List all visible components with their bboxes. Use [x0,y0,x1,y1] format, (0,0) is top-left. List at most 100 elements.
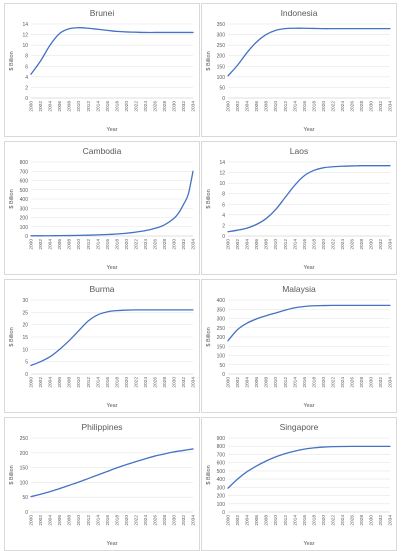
x-tick-label: 2034 [388,515,394,526]
y-tick-label: 20 [22,323,28,329]
chart-panel-malaysia: Malaysia 0 50 100 150 200 250 300 350 400 2000 2002… [201,279,397,413]
y-tick-label: 400 [217,477,226,483]
y-tick-label: 15 [22,335,28,341]
y-tick-label: 0 [222,234,225,240]
x-tick-label: 2022 [133,101,139,112]
x-tick-label: 2032 [378,515,384,526]
x-tick-label: 2034 [191,101,197,112]
x-tick-label: 2008 [264,239,270,250]
chart-title: Cambodia [83,146,122,156]
x-tick-label: 2014 [292,515,298,526]
y-tick-label: 0 [222,372,225,378]
y-tick-label: 0 [222,510,225,516]
x-tick-label: 2016 [302,239,308,250]
x-tick-label: 2010 [273,239,279,250]
y-axis-label: $ Billion [9,327,15,346]
x-tick-label: 2010 [273,101,279,112]
x-tick-label: 2002 [235,377,241,388]
y-tick-label: 700 [20,169,29,175]
x-tick-label: 2010 [76,101,82,112]
y-tick-label: 200 [20,216,29,222]
x-tick-label: 2030 [369,101,375,112]
y-tick-label: 350 [217,307,226,313]
x-tick-label: 2026 [349,515,355,526]
x-tick-label: 2018 [114,101,120,112]
chart-panel-indonesia: Indonesia 0 50 100 150 200 250 300 350 2000 2002 20… [201,3,397,137]
x-tick-label: 2028 [162,101,168,112]
x-tick-label: 2008 [264,515,270,526]
y-tick-label: 12 [22,33,28,39]
x-tick-label: 2032 [378,377,384,388]
x-tick-label: 2024 [143,515,149,526]
y-tick-label: 300 [20,206,29,212]
x-tick-label: 2008 [67,515,73,526]
x-axis-label: Year [106,265,117,271]
x-tick-label: 2022 [330,239,336,250]
x-tick-label: 2002 [38,515,44,526]
x-tick-label: 2010 [76,239,82,250]
x-tick-label: 2026 [152,515,158,526]
x-tick-label: 2012 [86,101,92,112]
chart-title: Brunei [90,8,115,18]
y-tick-label: 250 [20,436,29,442]
chart-title: Malaysia [282,284,316,294]
y-tick-label: 12 [219,171,225,177]
y-tick-label: 10 [22,347,28,353]
x-tick-label: 2030 [172,101,178,112]
x-tick-label: 2014 [292,101,298,112]
x-tick-label: 2006 [57,377,63,388]
chart-svg: Laos 0 2 4 6 8 10 12 14 2000 2002 2004 2006 2008 2010 2… [206,146,394,271]
x-tick-label: 2018 [311,239,317,250]
x-tick-label: 2004 [245,377,251,388]
x-tick-label: 2012 [283,239,289,250]
x-tick-label: 2028 [359,101,365,112]
x-tick-label: 2016 [105,377,111,388]
x-tick-label: 2016 [105,515,111,526]
y-tick-label: 30 [22,298,28,304]
chart-panel-laos: Laos 0 2 4 6 8 10 12 14 2000 2002 2004 2006 2008 2010 2… [201,141,397,275]
series-line-malaysia [227,304,391,342]
series-line-brunei [30,27,194,75]
x-tick-label: 2022 [330,515,336,526]
x-tick-label: 2030 [369,239,375,250]
x-tick-label: 2010 [76,515,82,526]
chart-title: Indonesia [281,8,318,18]
y-tick-label: 150 [217,64,226,70]
x-tick-label: 2012 [86,239,92,250]
x-tick-label: 2022 [133,515,139,526]
y-tick-label: 6 [25,64,28,70]
x-tick-label: 2008 [67,239,73,250]
x-tick-label: 2006 [254,515,260,526]
y-tick-label: 8 [25,54,28,60]
x-axis-label: Year [303,127,314,133]
x-tick-label: 2032 [378,239,384,250]
x-tick-label: 2002 [235,239,241,250]
x-tick-label: 2004 [245,515,251,526]
chart-title: Singapore [280,422,319,432]
y-tick-label: 50 [219,363,225,369]
y-tick-label: 250 [217,43,226,49]
x-tick-label: 2008 [264,377,270,388]
x-tick-label: 2022 [330,101,336,112]
x-tick-label: 2000 [226,101,232,112]
y-tick-label: 10 [219,181,225,187]
x-tick-label: 2028 [162,515,168,526]
x-tick-label: 2020 [321,101,327,112]
y-tick-label: 8 [222,192,225,198]
y-tick-label: 0 [25,234,28,240]
x-tick-label: 2002 [235,101,241,112]
y-tick-label: 300 [217,317,226,323]
y-tick-label: 150 [217,344,226,350]
x-tick-label: 2024 [340,515,346,526]
x-tick-label: 2030 [172,239,178,250]
x-tick-label: 2006 [254,101,260,112]
x-tick-label: 2014 [292,239,298,250]
y-tick-label: 900 [217,436,226,442]
x-tick-label: 2016 [105,239,111,250]
x-tick-label: 2026 [152,377,158,388]
y-tick-label: 800 [217,444,226,450]
chart-title: Burma [89,284,114,294]
x-tick-label: 2018 [114,377,120,388]
x-tick-label: 2010 [273,515,279,526]
